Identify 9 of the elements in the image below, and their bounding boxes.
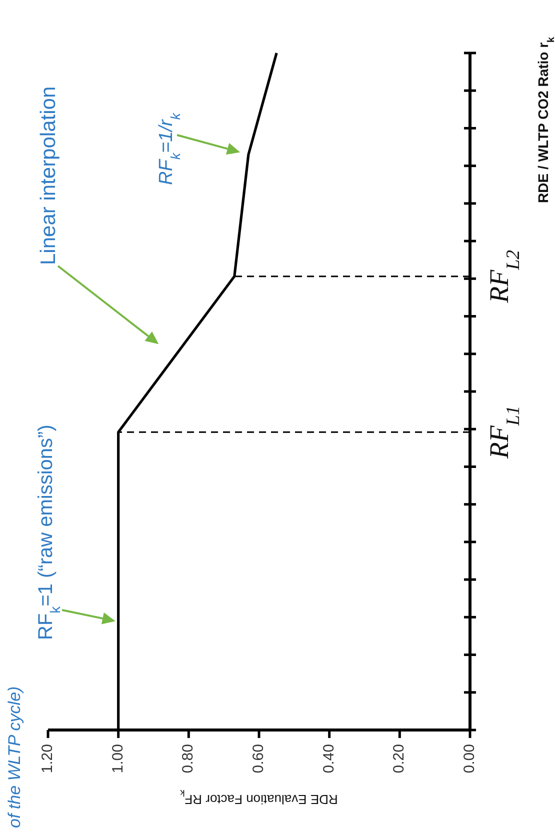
x-tick-label: 0.80 [180,744,197,774]
annotation: Linear interpolation [37,86,60,265]
x-tick-label: 1.00 [109,744,126,774]
x-tick-label: 0.00 [460,744,478,774]
text: of the WLTP cycle) [5,686,24,828]
x-tick-label: 0.60 [250,744,267,774]
x-tick-label: 1.20 [38,744,56,774]
x-tick-label: 0.20 [390,744,408,774]
x-tick-label: 0.40 [320,744,338,774]
